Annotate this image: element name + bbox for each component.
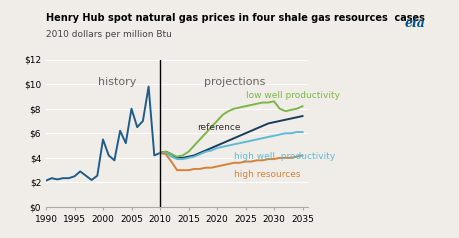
Text: projections: projections bbox=[204, 77, 265, 87]
Text: history: history bbox=[97, 77, 136, 87]
Text: eia: eia bbox=[404, 17, 425, 30]
Text: 2010 dollars per million Btu: 2010 dollars per million Btu bbox=[46, 30, 172, 39]
Text: Henry Hub spot natural gas prices in four shale gas resources  cases: Henry Hub spot natural gas prices in fou… bbox=[46, 13, 424, 23]
Text: high resources: high resources bbox=[234, 170, 300, 179]
Text: reference: reference bbox=[196, 123, 240, 132]
Text: low well productivity: low well productivity bbox=[245, 91, 339, 100]
Text: high well  productivity: high well productivity bbox=[234, 152, 335, 160]
